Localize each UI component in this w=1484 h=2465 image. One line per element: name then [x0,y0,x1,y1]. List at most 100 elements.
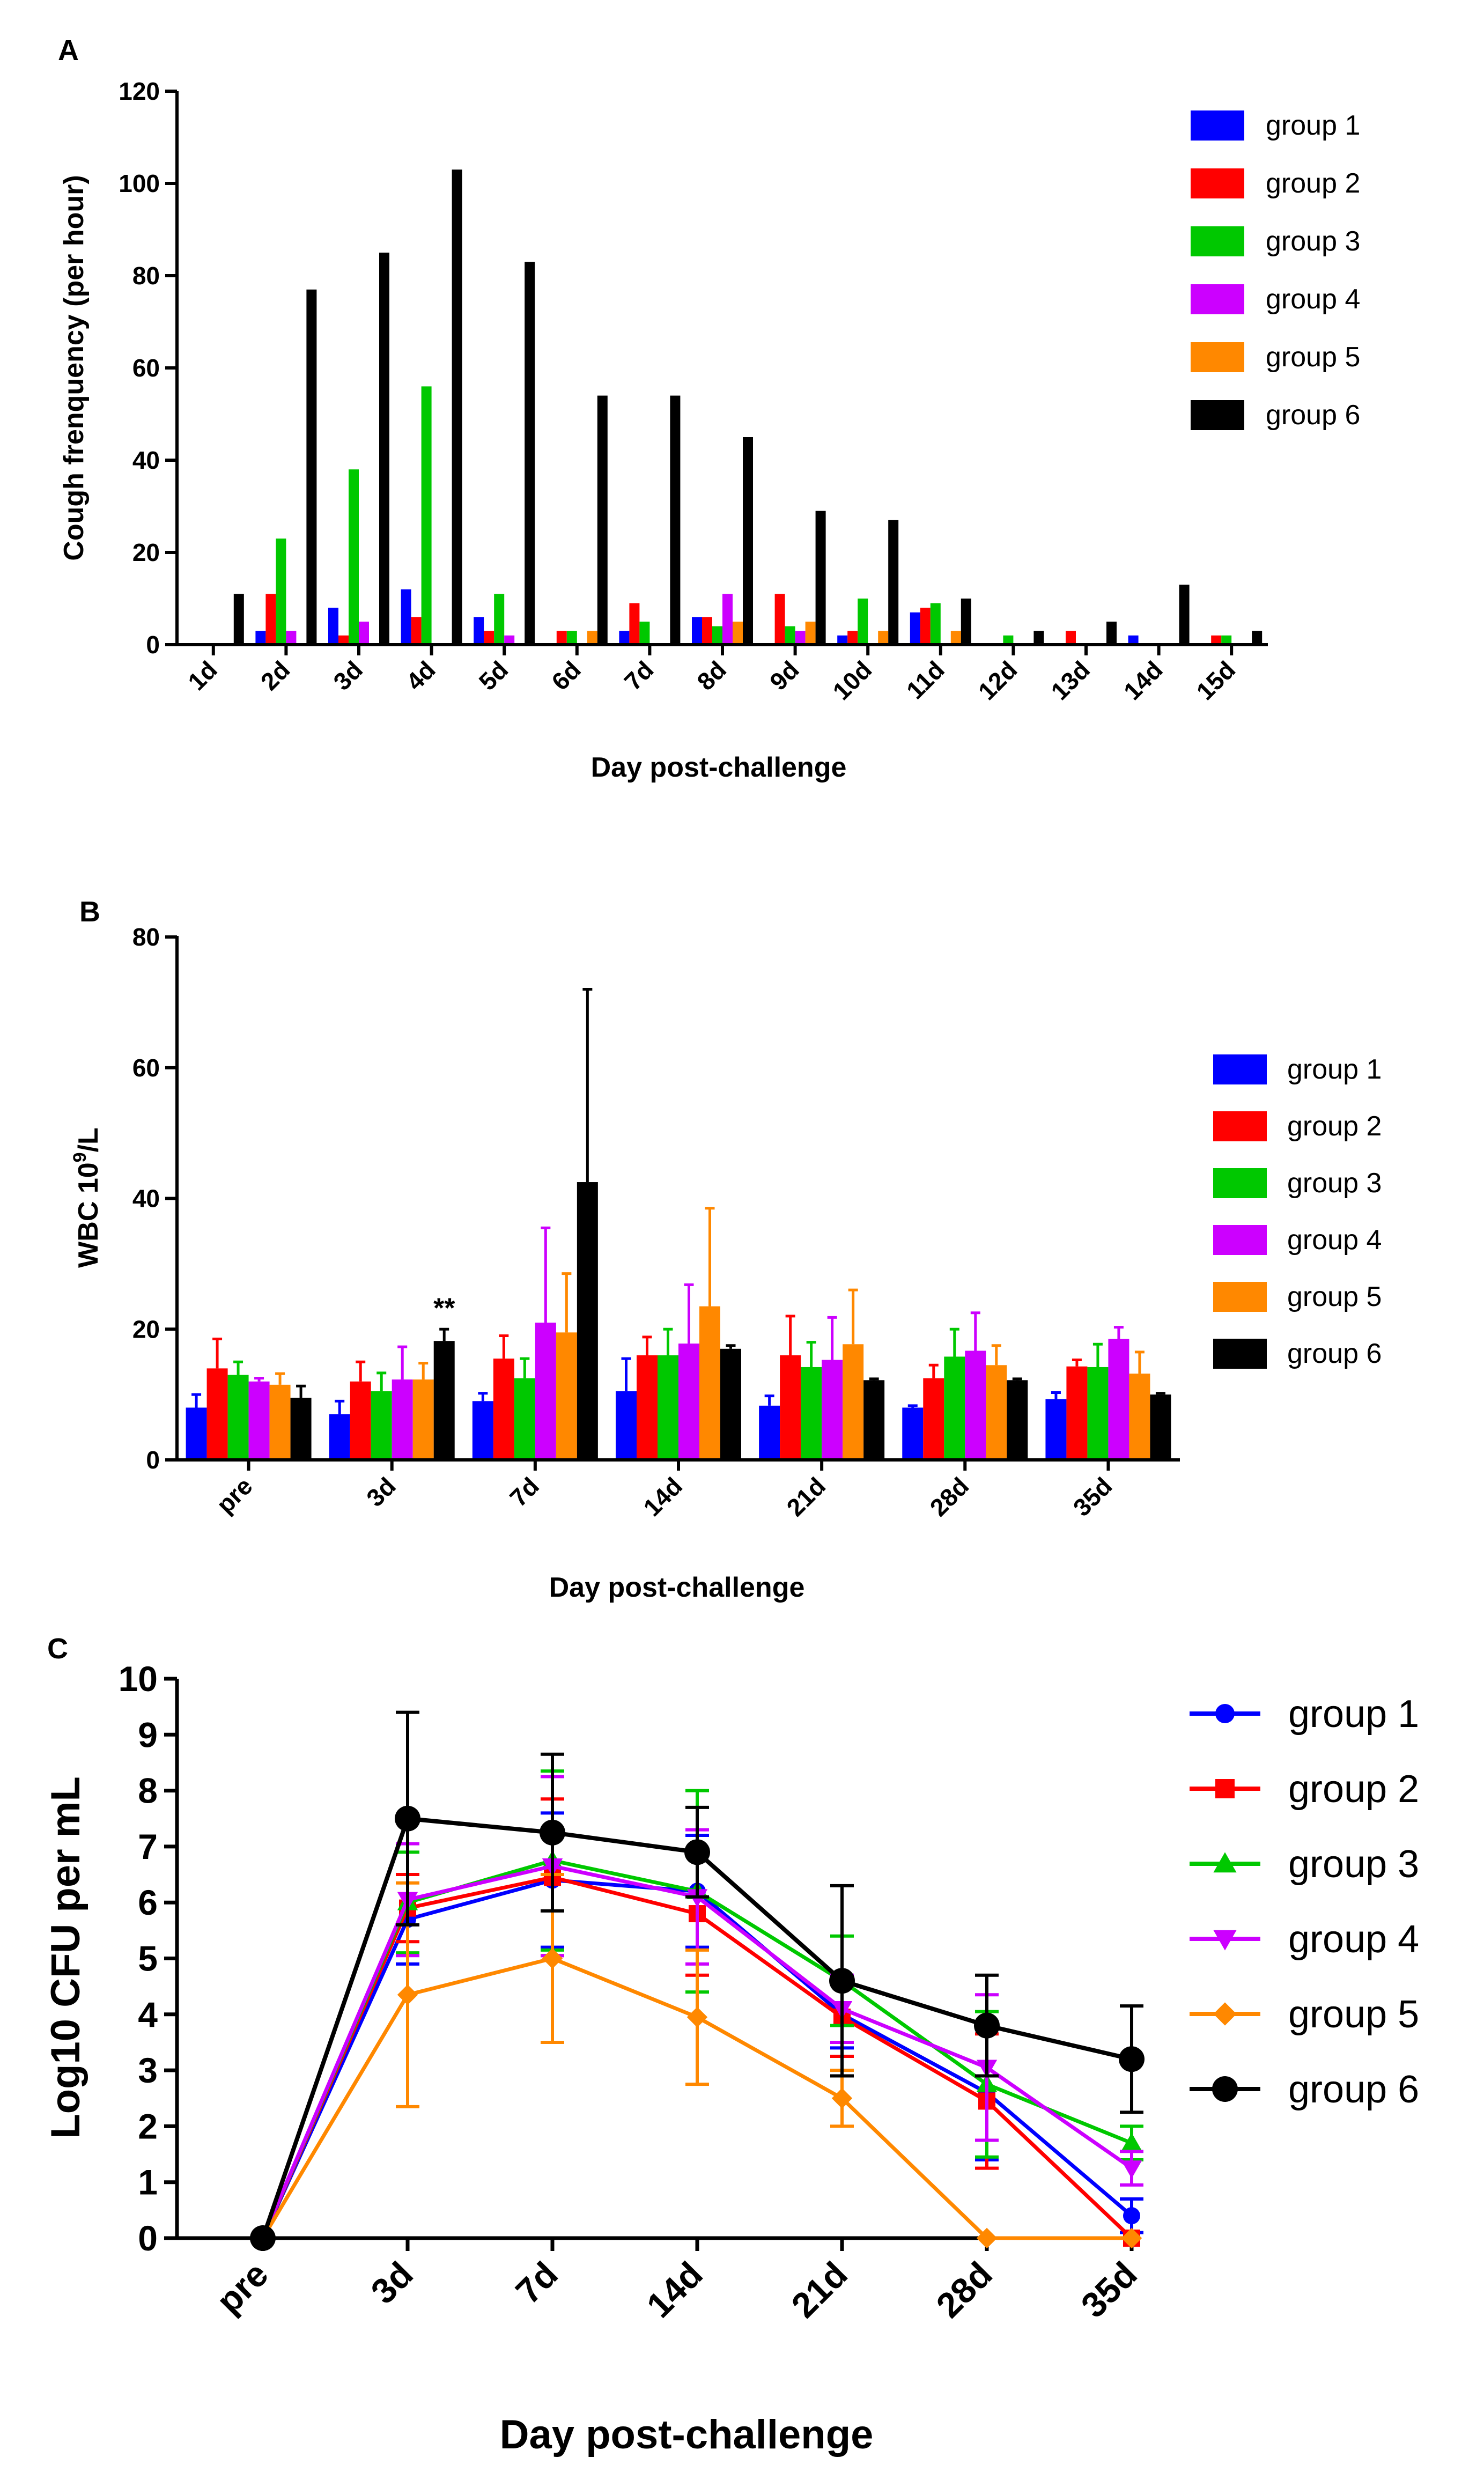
panel-b-legend-label: group 2 [1287,1111,1382,1142]
panel-b-bar-group-5-28d [986,1365,1007,1460]
panel-a-bar-group-6-13d [1106,622,1117,645]
panel-a-legend: group 1 group 2 group 3 group 4 group 5 group… [1191,110,1360,431]
panel-a-y-tick-label: 20 [132,538,160,566]
panel-a-bar-group-2-2d [265,594,276,645]
panel-a-bar-group-3-7d [639,622,650,645]
panel-c-point-group-5-7d [542,1948,563,1969]
panel-b-legend-swatch-group-1 [1213,1054,1267,1084]
panel-c-point-group-6-pre [250,2225,276,2251]
panel-a-bar-group-3-15d [1221,635,1232,645]
panel-a-bar-group-6-7d [670,395,681,645]
panel-c-legend-label: group 3 [1288,1843,1419,1886]
panel-c-y-tick-label: 1 [138,2163,158,2202]
panel-a-bar-group-3-9d [785,626,795,645]
panel-b-legend-swatch-group-2 [1213,1111,1267,1141]
panel-a-bar-group-6-12d [1033,631,1044,645]
panel-a-bar-group-5-11d [950,631,961,645]
panel-a-bar-group-3-4d [421,386,432,645]
panel-c-point-group-5-35d [1121,2227,1142,2249]
panel-a-legend-label: group 6 [1266,400,1360,431]
panel-b-bar-group-5-35d [1129,1374,1150,1460]
panel-c-legend-marker-group-3 [1213,1852,1237,1873]
panel-c-point-group-6-35d [1119,2046,1145,2072]
panel-c-y-tick-label: 6 [138,1883,158,1922]
panel-a-y-tick-label: 120 [119,77,160,105]
panel-b-bar-group-2-pre [206,1368,228,1460]
panel-b-legend-label: group 5 [1287,1281,1382,1312]
panel-b-bar-group-4-3d [392,1379,413,1460]
panel-a-legend-label: group 4 [1266,284,1360,315]
panel-c-point-group-4-35d [1121,2160,1142,2179]
panel-b-bar-group-2-28d [923,1378,944,1460]
panel-b-bar-group-1-28d [902,1407,924,1460]
panel-c-point-group-5-3d [397,1984,418,2005]
panel-a-bar-group-3-11d [930,603,941,645]
panel-b-bars [186,988,1171,1460]
panel-a-bar-group-4-5d [504,635,515,645]
panel-a-y-axis-title: Cough frenquency (per hour) [58,175,90,560]
panel-a-bar-group-5-8d [733,622,743,645]
panel-a-bar-group-1-14d [1128,635,1139,645]
panel-a-legend-swatch-group-4 [1191,284,1244,314]
panel-c-legend-label: group 6 [1288,2068,1419,2111]
panel-b-bar-group-2-14d [637,1355,658,1460]
panel-a-bar-group-2-5d [484,631,494,645]
panel-c-point-group-6-3d [395,1805,420,1832]
panel-b-bar-group-1-21d [759,1405,780,1460]
panel-c-y-tick-label: 3 [138,2050,158,2090]
panel-a-bar-group-4-9d [795,631,806,645]
panel-c-legend: group 1 group 2 group 3 group 4 group 5 group… [1190,1693,1419,2111]
panel-a-bar-group-6-14d [1179,585,1190,645]
panel-b-bar-group-2-21d [780,1355,801,1460]
panel-b-legend-label: group 1 [1287,1054,1382,1085]
panel-c-y-tick-label: 10 [119,1659,158,1699]
panel-c-point-group-1-35d [1123,2207,1140,2225]
panel-b-bar-group-3-21d [801,1367,822,1460]
panel-a-bar-group-2-9d [774,594,785,645]
panel-a-bar-group-3-2d [276,538,286,645]
panel-a-bar-group-6-1d [233,594,244,645]
panel-c-point-group-3-35d [1121,2132,1142,2151]
panel-b-bar-group-5-21d [843,1344,864,1460]
panel-a-bar-group-2-8d [702,617,712,645]
panel-b-bar-group-6-28d [1007,1380,1028,1460]
panel-a-bar-group-1-8d [692,617,702,645]
panel-a-y-tick-label: 0 [146,631,160,659]
panel-a-legend-label: group 3 [1266,226,1360,257]
panel-b-bar-group-3-7d [514,1378,535,1460]
panel-a-bar-group-4-8d [722,594,733,645]
panel-a-bar-group-6-2d [306,289,317,645]
panel-c-y-tick-label: 7 [138,1827,158,1866]
panel-c-y-tick-label: 0 [138,2218,158,2258]
panel-a-bar-group-4-2d [286,631,297,645]
panel-a-bar-group-2-7d [629,603,640,645]
panel-b-bar-group-6-3d [433,1341,455,1460]
panel-a-bar-group-2-13d [1066,631,1076,645]
panel-a-y-tick-label: 80 [132,262,160,290]
panel-a-bar-group-2-6d [556,631,567,645]
panel-a-bar-group-1-5d [474,617,484,645]
panel-b-bar-group-6-21d [863,1380,885,1460]
panel-c-y-tick-label: 9 [138,1715,158,1754]
panel-b-bar-group-5-14d [699,1306,720,1460]
panel-c-y-tick-label: 2 [138,2106,158,2146]
panel-b-bar-group-4-7d [535,1323,556,1460]
panel-b-bar-group-4-21d [822,1360,843,1460]
panel-c-legend-marker-group-4 [1213,1930,1237,1951]
panel-b-bar-group-5-3d [412,1379,434,1460]
panel-b-bar-group-4-28d [965,1350,986,1460]
panel-c-legend-marker-group-1 [1215,1704,1235,1723]
panel-c-legend-marker-group-6 [1212,2076,1238,2102]
panel-b-legend-swatch-group-6 [1213,1339,1267,1369]
panel-c-legend-marker-group-2 [1215,1779,1235,1798]
panel-b-bar-group-3-pre [227,1375,249,1460]
panel-b-bar-group-1-14d [616,1391,637,1460]
panel-a-bar-group-2-11d [920,608,931,645]
panel-b-y-tick-label: 40 [132,1185,160,1213]
panel-c-point-group-5-21d [831,2088,853,2109]
panel-c-legend-label: group 1 [1288,1693,1419,1736]
panel-b-bar-group-5-pre [269,1384,291,1460]
panel-b-bar-group-6-7d [577,1182,598,1460]
panel-b-bar-group-3-3d [371,1391,392,1460]
panel-b-bar-group-2-7d [493,1359,514,1460]
